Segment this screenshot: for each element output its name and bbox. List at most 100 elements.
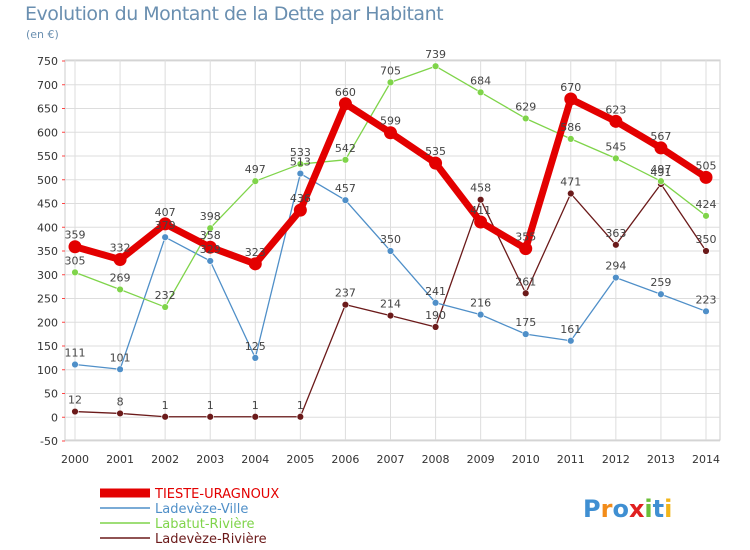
data-label: 629 <box>515 100 536 113</box>
x-tick-label: 2013 <box>647 453 675 466</box>
data-point <box>384 126 397 140</box>
series-2 <box>71 62 710 311</box>
x-tick-label: 2001 <box>106 453 134 466</box>
y-tick-label: 350 <box>37 245 58 258</box>
data-label: 161 <box>560 323 581 336</box>
data-label: 359 <box>65 229 86 242</box>
data-point <box>386 311 395 320</box>
data-point <box>431 62 440 70</box>
data-label: 1 <box>297 399 304 412</box>
data-point <box>338 97 352 111</box>
data-point <box>702 247 710 255</box>
y-tick-label: 400 <box>37 221 58 234</box>
y-tick-label: -50 <box>40 435 58 448</box>
data-point <box>522 289 530 297</box>
data-label: 12 <box>68 394 82 407</box>
data-label: 670 <box>560 81 581 94</box>
x-tick-label: 2004 <box>241 453 269 466</box>
data-label: 458 <box>470 182 491 195</box>
data-label: 175 <box>515 316 536 329</box>
data-label: 471 <box>560 176 581 189</box>
data-point <box>609 114 623 128</box>
y-tick-label: 200 <box>37 316 58 329</box>
data-point <box>161 303 169 311</box>
data-point <box>699 170 713 184</box>
data-label: 1 <box>162 399 169 412</box>
data-label: 1 <box>207 399 214 412</box>
x-tick-label: 2007 <box>377 453 405 466</box>
data-label: 214 <box>380 298 401 311</box>
data-point <box>431 323 440 331</box>
axes: -50 0 50 100 150 200 250 300 350 400 450 500 550 600 6… <box>37 55 720 466</box>
data-point <box>476 310 485 319</box>
data-point <box>71 407 79 416</box>
data-point <box>206 413 214 421</box>
data-label: 505 <box>696 159 717 172</box>
data-point <box>296 413 305 421</box>
data-label: 323 <box>245 246 266 259</box>
y-tick-label: 100 <box>37 364 58 377</box>
y-tick-label: 150 <box>37 340 58 353</box>
data-label: 436 <box>290 192 311 205</box>
data-point <box>158 217 172 231</box>
data-label: 223 <box>696 293 717 306</box>
data-point <box>116 285 124 294</box>
data-point <box>113 253 127 267</box>
grid-lines <box>65 60 720 442</box>
data-label: 232 <box>155 289 176 302</box>
data-label: 545 <box>605 140 626 153</box>
x-tick-label: 2012 <box>602 453 630 466</box>
data-label: 542 <box>335 142 356 155</box>
y-tick-label: 250 <box>37 293 58 306</box>
data-label: 586 <box>560 121 581 134</box>
y-tick-label: 450 <box>37 198 58 211</box>
legend-label: TIESTE-URAGNOUX <box>154 487 279 502</box>
chart-title: Evolution du Montant de la Dette par Hab… <box>25 3 444 25</box>
x-tick-label: 2010 <box>512 453 540 466</box>
x-tick-label: 2011 <box>557 453 585 466</box>
data-point <box>341 156 350 164</box>
chart-subtitle: (en €) <box>26 28 59 41</box>
data-label: 125 <box>245 340 266 353</box>
data-point <box>251 354 259 362</box>
data-point <box>251 177 259 185</box>
data-label: 363 <box>605 227 626 240</box>
data-point <box>702 307 710 316</box>
series-3 <box>71 180 710 421</box>
data-label: 329 <box>200 243 221 256</box>
data-label: 261 <box>515 275 536 288</box>
data-label: 497 <box>245 163 266 176</box>
data-label: 497 <box>650 163 671 176</box>
data-point <box>116 365 124 373</box>
data-point <box>251 413 259 421</box>
legend-label: Ladevèze-Ville <box>155 502 248 517</box>
x-tick-label: 2006 <box>331 453 359 466</box>
data-label: 190 <box>425 309 446 322</box>
data-point <box>248 257 262 271</box>
x-tick-label: 2002 <box>151 453 179 466</box>
data-label: 424 <box>696 198 717 211</box>
data-point <box>657 290 665 298</box>
data-label: 398 <box>200 210 221 223</box>
proxiti-logo: Proxiti <box>583 495 672 523</box>
data-label: 101 <box>110 351 131 364</box>
data-point <box>567 189 575 198</box>
data-point <box>657 177 665 185</box>
data-point <box>116 409 124 418</box>
x-tick-label: 2000 <box>61 453 89 466</box>
data-point <box>203 240 217 254</box>
data-label: 623 <box>605 103 626 116</box>
data-point <box>702 212 710 220</box>
y-tick-label: 600 <box>37 126 58 139</box>
y-tick-label: 700 <box>37 79 58 92</box>
data-point <box>476 88 485 97</box>
data-label: 513 <box>290 156 311 169</box>
data-point <box>341 196 350 204</box>
data-label: 241 <box>425 285 446 298</box>
data-point <box>206 224 214 232</box>
y-tick-label: 50 <box>44 388 58 401</box>
data-point <box>522 114 530 123</box>
data-point <box>296 169 305 178</box>
data-label: 533 <box>290 146 311 159</box>
series <box>68 62 713 421</box>
